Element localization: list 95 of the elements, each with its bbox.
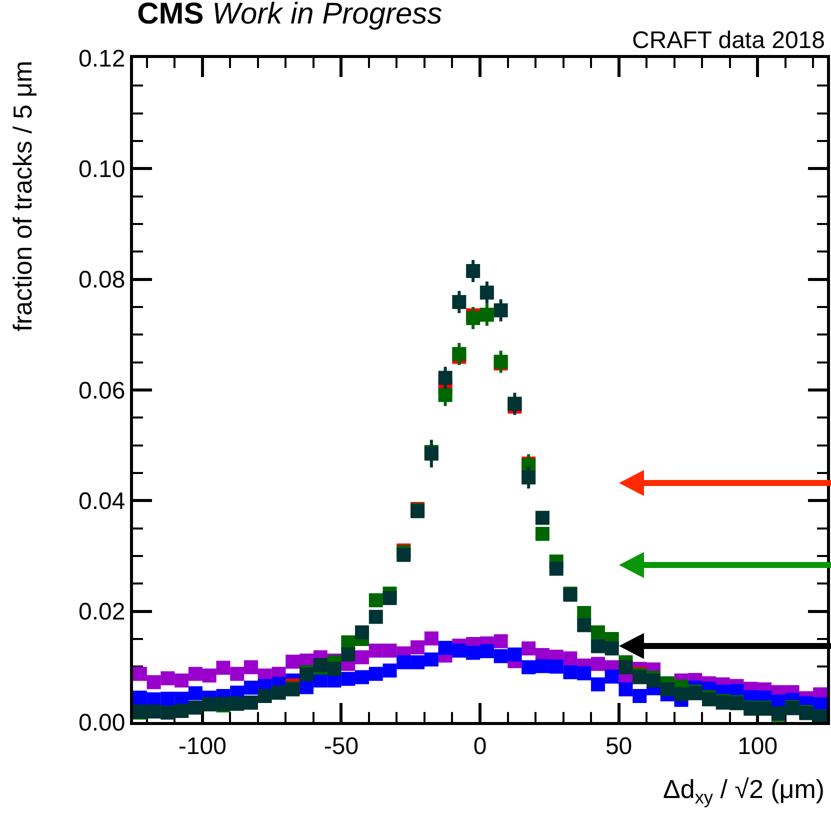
- point: [216, 660, 230, 675]
- point: [590, 639, 605, 654]
- point: [188, 666, 202, 681]
- x-tick-label: 50: [605, 732, 632, 760]
- point: [590, 677, 605, 692]
- point: [396, 548, 411, 562]
- chart-subtitle: Work in Progress: [212, 0, 442, 30]
- point: [452, 644, 466, 658]
- point: [355, 670, 370, 684]
- point: [604, 670, 619, 684]
- point: [466, 646, 480, 660]
- point: [424, 631, 438, 646]
- y-tick-label: 0.00: [78, 709, 126, 736]
- point: [452, 347, 466, 362]
- point: [341, 672, 356, 686]
- point: [590, 656, 605, 671]
- x-axis-title: Δd$_{xy}$ / √2 (μm): [663, 774, 825, 808]
- chart-title: CMS: [137, 0, 204, 30]
- point: [522, 660, 536, 674]
- point: [494, 634, 508, 648]
- point: [604, 641, 619, 656]
- point: [188, 686, 202, 700]
- point: [160, 671, 175, 686]
- point: [438, 640, 452, 655]
- point: [244, 680, 258, 695]
- point: [424, 652, 438, 666]
- x-tick-label: -50: [324, 732, 359, 760]
- point: [174, 674, 189, 688]
- point: [618, 660, 633, 674]
- point: [146, 704, 161, 718]
- point: [577, 618, 592, 632]
- point: [368, 610, 383, 624]
- text: CRAFT data 2018: [632, 27, 825, 54]
- y-tick-label: 0.04: [78, 488, 126, 516]
- point: [382, 664, 397, 678]
- point: [341, 647, 356, 662]
- point: [480, 644, 494, 658]
- point: [160, 692, 175, 706]
- point: [382, 591, 397, 606]
- point: [549, 660, 564, 674]
- point: [480, 308, 494, 322]
- point: [494, 649, 508, 664]
- point: [577, 666, 592, 680]
- point: [146, 675, 161, 690]
- point: [410, 655, 425, 670]
- point: [368, 644, 383, 658]
- x-tick-label: 0: [473, 732, 487, 760]
- point: [466, 311, 480, 326]
- y-tick-label: 0.08: [78, 266, 126, 294]
- point: [202, 668, 216, 683]
- point: [230, 666, 244, 681]
- point: [494, 303, 508, 318]
- y-tick-label: 0.06: [78, 377, 126, 404]
- point: [563, 665, 578, 680]
- point: [590, 625, 605, 640]
- point: [355, 625, 370, 640]
- point: [396, 655, 411, 670]
- point: [327, 662, 342, 676]
- point: [188, 700, 202, 715]
- point: [313, 658, 328, 672]
- y-tick-label: 0.10: [78, 156, 126, 184]
- point: [410, 640, 425, 654]
- point: [286, 654, 300, 669]
- point: [452, 295, 466, 310]
- point: [632, 670, 647, 684]
- point: [522, 641, 536, 656]
- point: [674, 687, 688, 702]
- point: [258, 688, 272, 703]
- point: [368, 666, 383, 681]
- point: [133, 666, 147, 681]
- point: [646, 674, 660, 688]
- point: [632, 688, 647, 703]
- point: [368, 593, 383, 608]
- x-tick-label: 100: [738, 732, 778, 760]
- point: [535, 510, 550, 525]
- y-tick-label: 0.12: [78, 45, 126, 72]
- point: [438, 388, 452, 402]
- point: [660, 682, 674, 696]
- point: [549, 562, 564, 576]
- point: [438, 370, 452, 385]
- point: [466, 264, 480, 278]
- point: [535, 526, 550, 541]
- x-tick-label: -100: [178, 732, 226, 760]
- point: [382, 644, 397, 658]
- point: [244, 660, 258, 674]
- point: [133, 690, 147, 705]
- y-axis-title: fraction of tracks / 5 μm: [7, 60, 38, 332]
- point: [618, 682, 633, 696]
- y-tick-label: 0.02: [78, 598, 126, 626]
- point: [563, 651, 578, 666]
- point: [480, 286, 494, 300]
- point: [522, 470, 536, 484]
- point: [355, 650, 370, 664]
- point: [535, 659, 550, 674]
- point: [508, 647, 522, 662]
